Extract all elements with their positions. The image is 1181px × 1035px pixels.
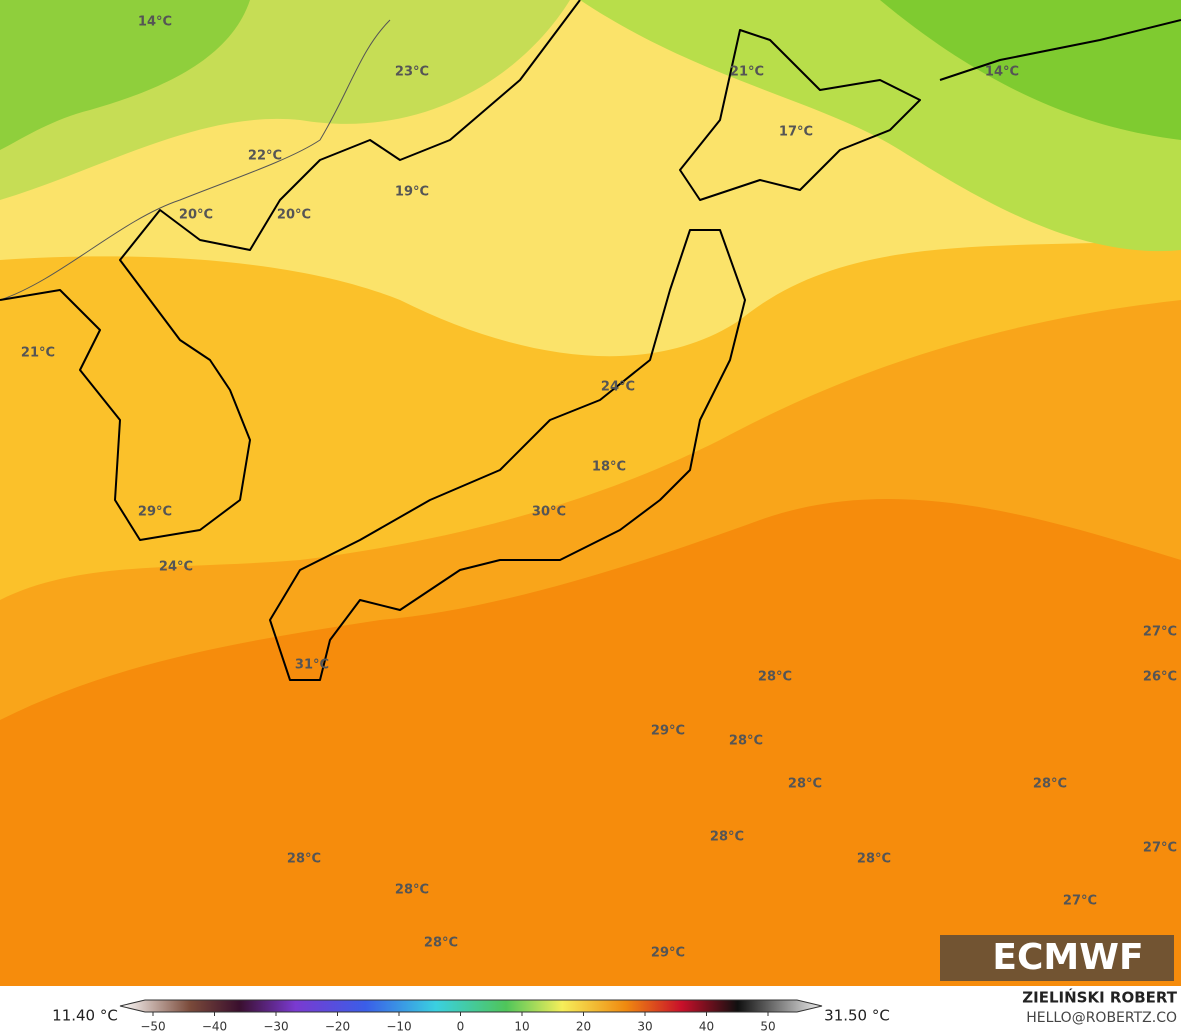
temperature-label: 24°C: [601, 380, 635, 395]
tick-label: 30: [637, 1020, 652, 1034]
tick-label: 20: [576, 1020, 591, 1034]
colorbar-scale: [119, 999, 823, 1013]
tick-label: 50: [760, 1020, 775, 1034]
temperature-label: 26°C: [1143, 670, 1177, 685]
tick-label: 40: [699, 1020, 714, 1034]
temperature-label: 28°C: [857, 852, 891, 867]
temperature-label: 20°C: [179, 208, 213, 223]
credit-contact: HELLO@ROBERTZ.CO: [1026, 1010, 1177, 1026]
coastline: [269, 229, 746, 681]
legend-max: 31.50 °C: [824, 1007, 890, 1025]
logo: ECMWF: [940, 935, 1174, 981]
tick-label: 10: [514, 1020, 529, 1034]
temperature-label: 29°C: [651, 724, 685, 739]
temperature-labels: 14°C 23°C 21°C 14°C 17°C 22°C 19°C 20°C 20°C 21°C…: [21, 15, 1177, 961]
zone: [0, 0, 250, 150]
temperature-label: 17°C: [779, 125, 813, 140]
temperature-label: 31°C: [295, 658, 329, 673]
tick-label: −20: [325, 1020, 350, 1034]
map: [0, 0, 1181, 986]
logo-box: [940, 935, 1174, 981]
temperature-label: 28°C: [395, 883, 429, 898]
temperature-label: 30°C: [532, 505, 566, 520]
temperature-label: 14°C: [138, 15, 172, 30]
temperature-label: 28°C: [1033, 777, 1067, 792]
temperature-label: 28°C: [758, 670, 792, 685]
colorbar-ticks: −50 −40 −30 −20 −10 0 10 20 30 40 50: [140, 1012, 776, 1034]
temperature-label: 29°C: [651, 946, 685, 961]
tick-label: −10: [386, 1020, 411, 1034]
temperature-label: 21°C: [730, 65, 764, 80]
temperature-label: 28°C: [710, 830, 744, 845]
temperature-label: 21°C: [21, 346, 55, 361]
temperature-label: 14°C: [985, 65, 1019, 80]
coastline: [679, 29, 921, 201]
temperature-label: 28°C: [287, 852, 321, 867]
temperature-label: 24°C: [159, 560, 193, 575]
temperature-label: 20°C: [277, 208, 311, 223]
tick-label: −30: [263, 1020, 288, 1034]
border: [0, 19, 391, 301]
coastline: [0, 0, 581, 541]
logo-text: ECMWF: [992, 937, 1143, 978]
temperature-label: 18°C: [592, 460, 626, 475]
temperature-label: 28°C: [788, 777, 822, 792]
coastline: [939, 19, 1181, 81]
legend-min: 11.40 °C: [52, 1007, 118, 1025]
tick-label: 0: [457, 1020, 465, 1034]
temperature-label: 19°C: [395, 185, 429, 200]
colorbar: 11.40 °C 31.50 °C −50 −40 −30 −20 −10 0 10 20 30…: [52, 999, 890, 1034]
temperature-label: 22°C: [248, 149, 282, 164]
temperature-label: 23°C: [395, 65, 429, 80]
temperature-label: 28°C: [424, 936, 458, 951]
tick-label: −40: [202, 1020, 227, 1034]
temperature-label: 29°C: [138, 505, 172, 520]
temperature-label: 27°C: [1063, 894, 1097, 909]
credit-name: ZIELIŃSKI ROBERT: [1022, 988, 1177, 1007]
temperature-label: 28°C: [729, 734, 763, 749]
temperature-label: 27°C: [1143, 625, 1177, 640]
tick-label: −50: [140, 1020, 165, 1034]
temperature-label: 27°C: [1143, 841, 1177, 856]
zone: [880, 0, 1181, 140]
